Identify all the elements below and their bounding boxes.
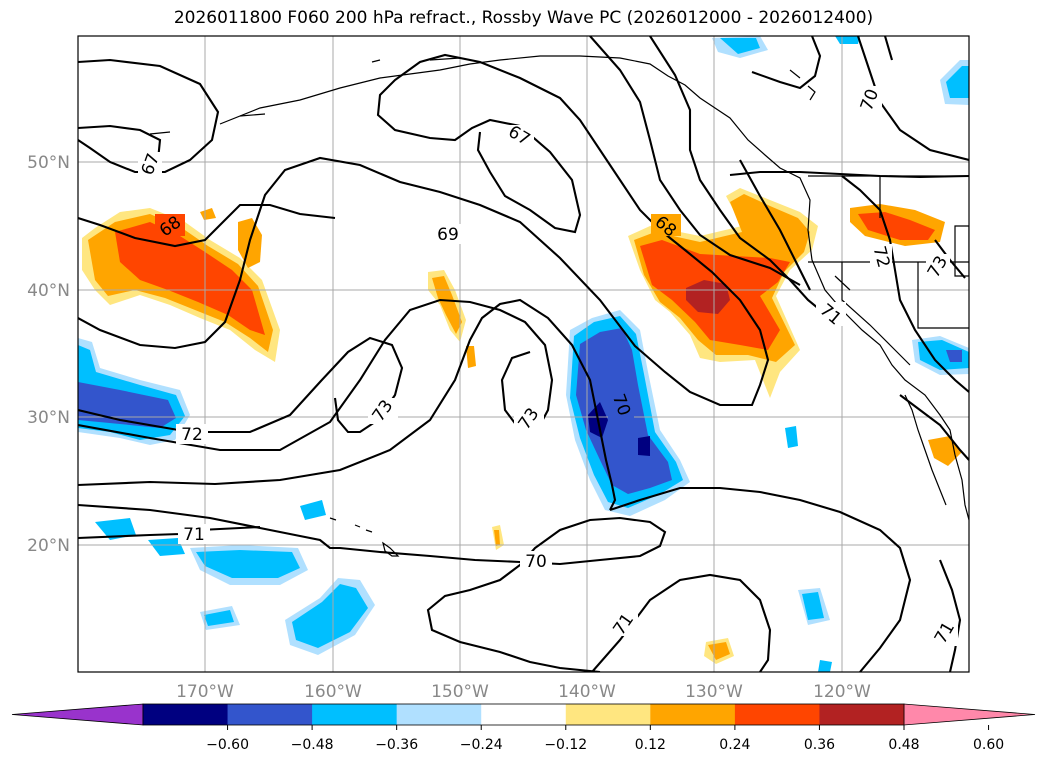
colorbar-tick-label: −0.36 [375, 737, 418, 753]
coastlines [149, 55, 969, 557]
contour-label-72: 72 [181, 425, 203, 445]
colorbar-tick-label: 0.48 [888, 737, 919, 753]
colorbar-tick-label: −0.48 [291, 737, 334, 753]
lon-label: 170°W [176, 682, 234, 702]
colorbar-tick-label: 0.24 [719, 737, 750, 753]
lat-label: 30°N [27, 408, 70, 428]
colorbar-left-extension [11, 703, 144, 726]
colorbar-cell [734, 704, 820, 725]
lon-label: 130°W [685, 682, 743, 702]
colorbar-tick-label: −0.12 [544, 737, 587, 753]
lat-label: 50°N [27, 153, 70, 173]
colorbar-cell [143, 704, 229, 725]
contour-labels: 67 67 68 68 69 70 70 70 71 71 71 71 72 7… [138, 86, 959, 647]
lon-label: 120°W [813, 682, 871, 702]
colorbar: −0.60 −0.48 −0.36 −0.24 −0.12 0.12 0.24 0.36 0.4… [11, 703, 1036, 753]
colorbar-tick-label: −0.60 [206, 737, 249, 753]
lon-label: 140°W [558, 682, 616, 702]
contour-label-70: 70 [525, 552, 547, 572]
colorbar-tick-label: 0.12 [635, 737, 666, 753]
colorbar-cell [396, 704, 482, 725]
lat-label: 20°N [27, 536, 70, 556]
map-frame [77, 35, 970, 673]
alaska-coast [219, 55, 969, 521]
colorbar-cell [481, 704, 567, 725]
colorbar-tick-label: 0.60 [973, 737, 1004, 753]
colorbar-cell [650, 704, 736, 725]
colorbar-frame [142, 703, 905, 726]
contour-lines [78, 36, 969, 672]
colorbar-tick-label: −0.24 [460, 737, 503, 753]
colorbar-cell [565, 704, 651, 725]
plot-title: 2026011800 F060 200 hPa refract., Rossby… [173, 8, 874, 28]
colorbar-cell [819, 704, 905, 725]
contour-label-71: 71 [183, 525, 205, 545]
colorbar-tick-label: 0.36 [804, 737, 835, 753]
lat-label: 40°N [27, 281, 70, 301]
gridlines [78, 36, 969, 672]
latitude-labels: 50°N 40°N 30°N 20°N [27, 153, 70, 556]
colorbar-cell [312, 704, 398, 725]
longitude-labels: 170°W 160°W 150°W 140°W 130°W 120°W [176, 682, 871, 702]
contour-label-69: 69 [437, 225, 459, 245]
lon-label: 150°W [431, 682, 489, 702]
colorbar-cell [227, 704, 313, 725]
lon-label: 160°W [304, 682, 362, 702]
colorbar-right-extension [903, 703, 1036, 726]
